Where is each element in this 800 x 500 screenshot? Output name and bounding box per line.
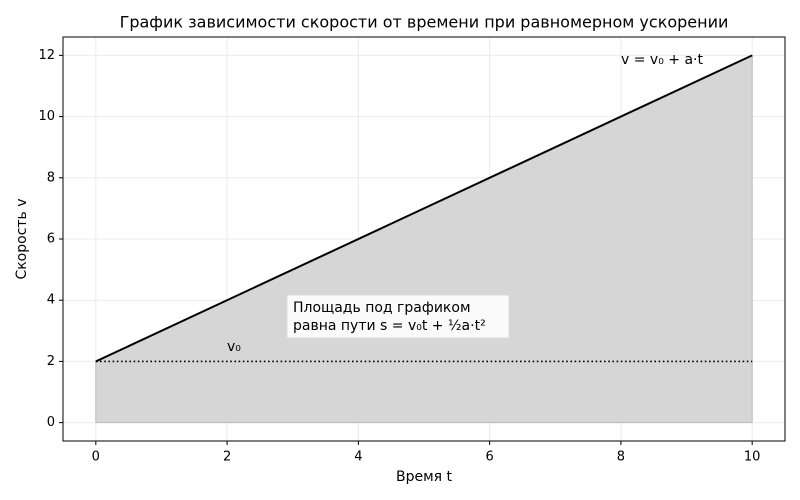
y-tick-label: 12 <box>38 48 55 63</box>
annotation: v₀ <box>227 339 241 355</box>
note-text: Площадь под графиком <box>293 300 471 316</box>
x-tick-label: 10 <box>744 450 761 465</box>
y-tick-label: 8 <box>47 170 55 185</box>
note-text: равна пути s = v₀t + ½a·t² <box>293 318 486 334</box>
y-tick-label: 6 <box>47 232 55 247</box>
chart-title: График зависимости скорости от времени п… <box>120 13 729 32</box>
x-tick-label: 8 <box>617 450 625 465</box>
y-axis-label: Скорость v <box>14 198 30 279</box>
y-tick-label: 2 <box>47 354 55 369</box>
x-tick-label: 6 <box>485 450 493 465</box>
y-tick-label: 4 <box>47 293 55 308</box>
y-tick-label: 0 <box>47 415 55 430</box>
plot-frame <box>62 36 786 442</box>
y-tick-label: 10 <box>38 109 55 124</box>
x-tick-label: 4 <box>354 450 362 465</box>
x-tick-label: 2 <box>223 450 231 465</box>
line <box>95 54 753 363</box>
annotation: v = v₀ + a·t <box>621 52 703 68</box>
x-tick-label: 0 <box>92 450 100 465</box>
x-axis-label: Время t <box>396 469 453 485</box>
note-box <box>286 294 510 339</box>
